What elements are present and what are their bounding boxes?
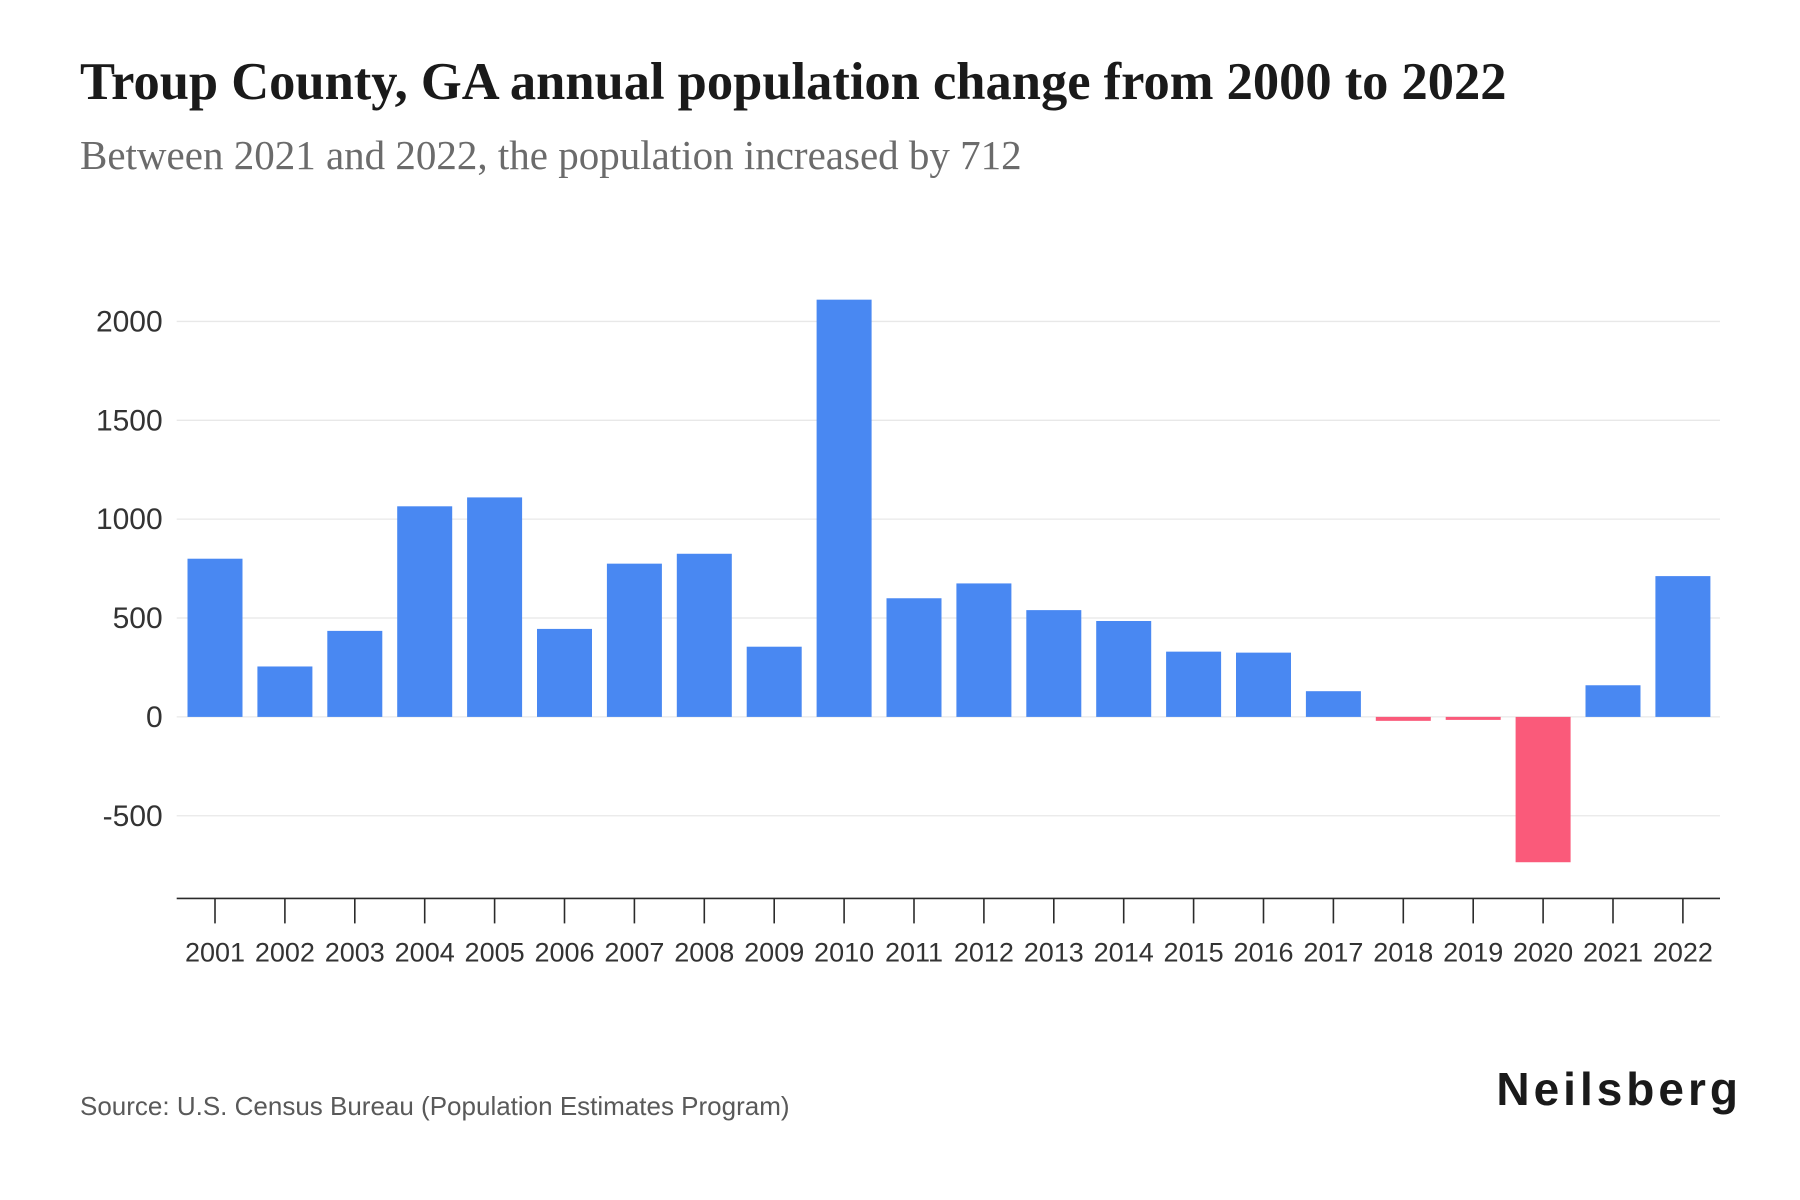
svg-text:500: 500: [113, 602, 163, 635]
svg-text:2004: 2004: [395, 937, 455, 967]
svg-text:1000: 1000: [96, 503, 163, 536]
svg-text:2014: 2014: [1094, 937, 1154, 967]
svg-text:2021: 2021: [1583, 937, 1643, 967]
svg-text:2007: 2007: [604, 937, 664, 967]
svg-text:2015: 2015: [1164, 937, 1224, 967]
svg-text:2001: 2001: [185, 937, 245, 967]
svg-text:2012: 2012: [954, 937, 1014, 967]
svg-text:2018: 2018: [1373, 937, 1433, 967]
svg-text:2020: 2020: [1513, 937, 1573, 967]
svg-text:2011: 2011: [885, 937, 943, 967]
svg-text:2002: 2002: [255, 937, 315, 967]
svg-text:2010: 2010: [814, 937, 874, 967]
svg-text:2019: 2019: [1443, 937, 1503, 967]
svg-text:2005: 2005: [465, 937, 525, 967]
svg-text:2022: 2022: [1653, 937, 1713, 967]
svg-text:2017: 2017: [1303, 937, 1363, 967]
svg-text:2008: 2008: [674, 937, 734, 967]
svg-text:2009: 2009: [744, 937, 804, 967]
svg-text:2006: 2006: [534, 937, 594, 967]
svg-text:2000: 2000: [96, 305, 163, 338]
svg-text:2016: 2016: [1233, 937, 1293, 967]
svg-text:2013: 2013: [1024, 937, 1084, 967]
svg-text:2003: 2003: [325, 937, 385, 967]
svg-text:0: 0: [146, 701, 163, 734]
svg-text:1500: 1500: [96, 404, 163, 437]
svg-text:-500: -500: [103, 800, 163, 833]
